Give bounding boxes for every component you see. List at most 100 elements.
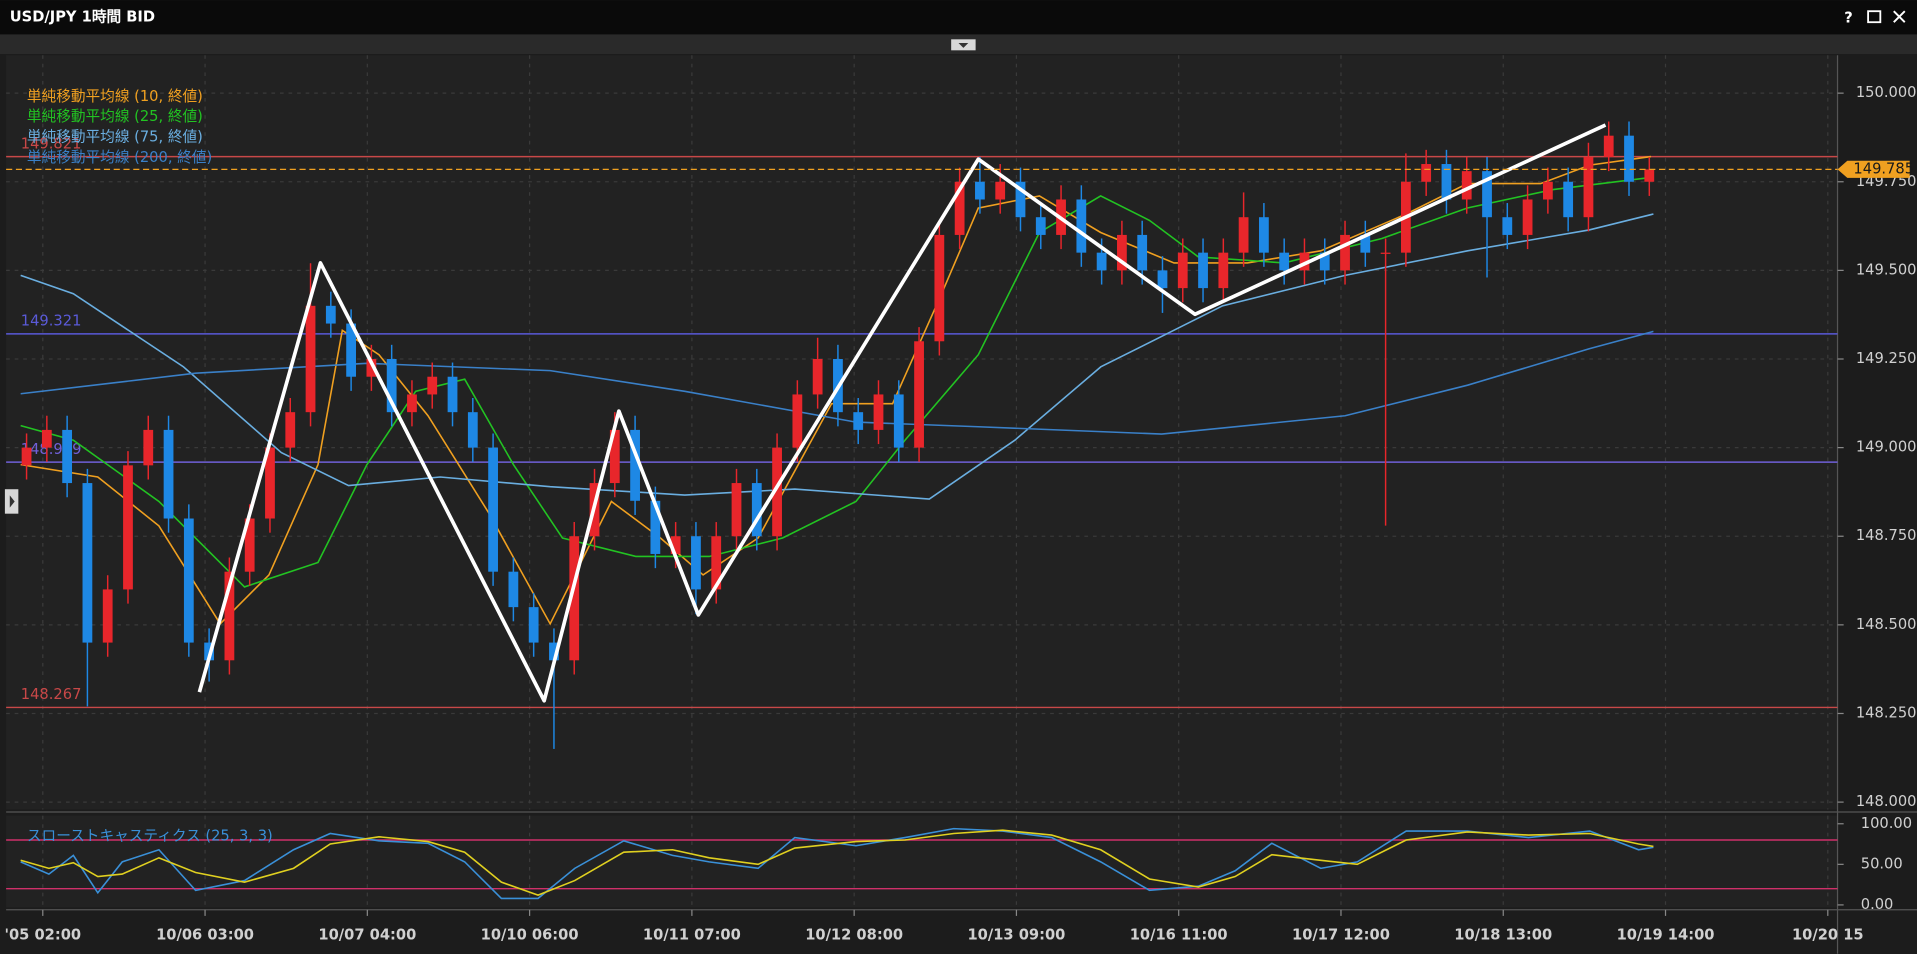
side-tab-arrow xyxy=(9,495,15,508)
candle-body xyxy=(1279,252,1290,271)
x-tick-label: 10/17 12:00 xyxy=(1292,926,1390,943)
candle-body xyxy=(1340,234,1350,271)
candle-body xyxy=(1117,234,1127,271)
candle-body xyxy=(427,376,438,395)
candle-body xyxy=(812,358,823,395)
candle-body xyxy=(853,412,864,430)
candle-body xyxy=(1198,252,1208,289)
x-tick-label: 10/20 15 xyxy=(1792,926,1864,943)
candle-body xyxy=(325,305,336,324)
legend-entry: 単純移動平均線 (200, 終値) xyxy=(27,149,212,166)
candle-body xyxy=(1035,217,1046,235)
candle-body xyxy=(163,429,174,519)
candle-body xyxy=(893,394,904,448)
candle-body xyxy=(1157,270,1168,289)
candle-body xyxy=(549,642,559,661)
x-tick-label: 10/13 09:00 xyxy=(967,926,1065,943)
x-tick-label: 10/18 13:00 xyxy=(1454,926,1552,943)
oscillator-panel xyxy=(6,815,1838,908)
legend-entry: 単純移動平均線 (10, 終値) xyxy=(27,88,203,105)
candle-body xyxy=(123,465,133,590)
candle-body xyxy=(224,571,235,661)
candle-body xyxy=(346,323,356,377)
candle-body xyxy=(41,429,52,448)
candle-body xyxy=(1096,252,1107,271)
horizontal-line-label: 149.821 xyxy=(21,135,82,152)
title-bar xyxy=(0,0,1917,35)
candle-body xyxy=(691,536,701,590)
oscillator-tick-label: 100.00 xyxy=(1861,815,1912,832)
candle-body xyxy=(244,518,255,572)
candle-body xyxy=(1603,135,1614,157)
candle-body xyxy=(265,447,275,519)
x-tick-label: 10/07 04:00 xyxy=(318,926,416,943)
candle-body xyxy=(1461,171,1472,200)
oscillator-tick-label: 0.00 xyxy=(1861,896,1894,913)
candle-body xyxy=(751,483,762,537)
y-tick-label: 149.250 xyxy=(1856,350,1917,367)
candle-body xyxy=(1583,156,1594,218)
candle-body xyxy=(1319,252,1330,271)
candle-body xyxy=(1482,171,1492,218)
help-button[interactable]: ? xyxy=(1844,10,1853,27)
candle-body xyxy=(772,447,782,537)
candle-body xyxy=(934,234,945,342)
candle-body xyxy=(792,394,803,448)
candle-body xyxy=(102,589,113,643)
candle-body xyxy=(1644,169,1655,182)
maximize-button[interactable] xyxy=(1867,10,1882,24)
candle-body xyxy=(305,305,316,413)
candle-body xyxy=(1563,181,1574,218)
window-title: USD/JPY 1時間 BID xyxy=(10,7,155,25)
candle-body xyxy=(1137,234,1148,271)
candle-body xyxy=(62,429,73,484)
y-tick-label: 148.000 xyxy=(1856,793,1917,810)
candle-body xyxy=(1542,181,1553,200)
legend-entry: 単純移動平均線 (25, 終値) xyxy=(27,108,203,125)
x-tick-label: 10/10 06:00 xyxy=(481,926,579,943)
candle-body xyxy=(143,429,154,466)
candle-body xyxy=(569,536,580,661)
candle-body xyxy=(1015,181,1026,218)
dropdown-arrow xyxy=(958,42,969,48)
candle-body xyxy=(1177,252,1188,289)
oscillator-line xyxy=(20,827,1654,900)
candle-body xyxy=(508,571,519,608)
y-tick-label: 148.750 xyxy=(1856,527,1917,544)
candle-body xyxy=(366,358,377,377)
candle-body xyxy=(1502,217,1513,235)
candle-body xyxy=(1441,164,1452,200)
y-tick-label: 148.500 xyxy=(1856,616,1917,633)
x-tick-label: 10/16 11:00 xyxy=(1130,926,1228,943)
y-tick-label: 150.000 xyxy=(1856,84,1917,101)
candle-body xyxy=(975,181,985,200)
candle-body xyxy=(609,429,620,484)
candle-body xyxy=(1218,252,1229,289)
candle-body xyxy=(731,483,742,537)
candle-body xyxy=(183,518,194,643)
x-tick-label: 10/11 07:00 xyxy=(643,926,741,943)
candle-body xyxy=(650,500,661,554)
horizontal-line-label: 148.267 xyxy=(21,686,82,703)
y-tick-label: 148.250 xyxy=(1856,704,1917,721)
oscillator-line xyxy=(20,829,1654,896)
candle-body xyxy=(488,447,498,572)
candle-body xyxy=(670,536,681,554)
candle-body xyxy=(447,376,458,413)
candle-body xyxy=(630,429,640,501)
last-price-tag xyxy=(1837,160,1910,178)
candle-body xyxy=(711,536,722,590)
candle-body xyxy=(1380,252,1391,254)
candle-body xyxy=(1299,252,1310,271)
candle-body xyxy=(407,394,417,413)
close-button[interactable] xyxy=(1893,10,1906,23)
candle-body xyxy=(386,358,397,413)
candle-body xyxy=(1238,217,1249,253)
candle-body xyxy=(82,483,93,643)
candle-body xyxy=(914,341,924,448)
y-tick-label: 149.000 xyxy=(1856,439,1917,456)
x-tick-label: 10/12 08:00 xyxy=(805,926,903,943)
x-tick-label: 10/06 03:00 xyxy=(156,926,254,943)
oscillator-tick-label: 50.00 xyxy=(1861,855,1903,872)
